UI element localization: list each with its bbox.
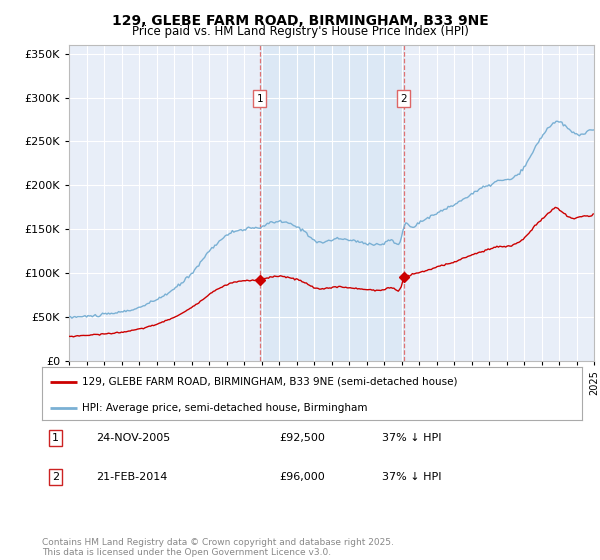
Text: £96,000: £96,000: [280, 472, 325, 482]
Text: 129, GLEBE FARM ROAD, BIRMINGHAM, B33 9NE: 129, GLEBE FARM ROAD, BIRMINGHAM, B33 9N…: [112, 14, 488, 28]
Text: 2: 2: [400, 94, 407, 104]
Bar: [260, 45, 404, 361]
Text: HPI: Average price, semi-detached house, Birmingham: HPI: Average price, semi-detached house,…: [83, 403, 368, 413]
Text: £92,500: £92,500: [280, 433, 325, 443]
Text: Contains HM Land Registry data © Crown copyright and database right 2025.
This d: Contains HM Land Registry data © Crown c…: [42, 538, 394, 557]
Text: 1: 1: [256, 94, 263, 104]
Text: 1: 1: [52, 433, 59, 443]
Text: 129, GLEBE FARM ROAD, BIRMINGHAM, B33 9NE (semi-detached house): 129, GLEBE FARM ROAD, BIRMINGHAM, B33 9N…: [83, 377, 458, 387]
Text: 24-NOV-2005: 24-NOV-2005: [96, 433, 170, 443]
Text: 21-FEB-2014: 21-FEB-2014: [96, 472, 167, 482]
Text: 2: 2: [52, 472, 59, 482]
Text: 37% ↓ HPI: 37% ↓ HPI: [382, 472, 442, 482]
Text: 37% ↓ HPI: 37% ↓ HPI: [382, 433, 442, 443]
Text: Price paid vs. HM Land Registry's House Price Index (HPI): Price paid vs. HM Land Registry's House …: [131, 25, 469, 38]
